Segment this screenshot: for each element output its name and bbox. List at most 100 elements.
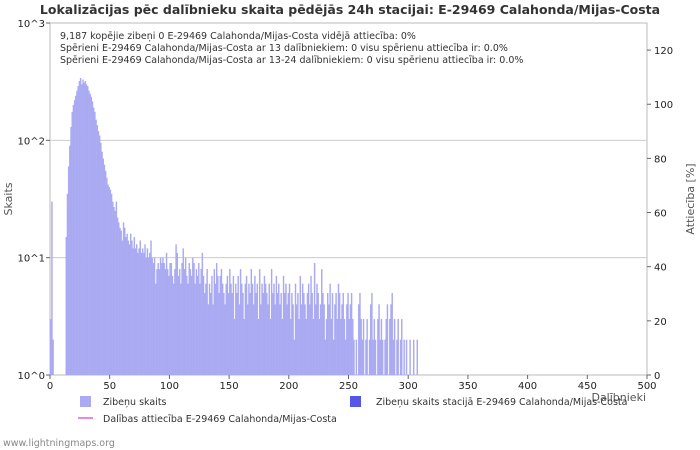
bar — [242, 292, 244, 375]
bar — [94, 111, 96, 376]
bar — [205, 283, 207, 375]
bar — [139, 240, 141, 375]
bar — [279, 304, 281, 375]
y2-tick-label: 0 — [654, 371, 660, 382]
bar — [92, 107, 95, 375]
bar — [69, 145, 71, 375]
bar — [249, 292, 251, 375]
bar — [385, 319, 387, 375]
bar — [227, 292, 230, 375]
bar — [146, 248, 149, 375]
bar — [238, 304, 241, 375]
bar — [362, 319, 365, 375]
bar — [196, 275, 199, 375]
bar — [133, 237, 136, 375]
x-tick-label: 150 — [220, 381, 239, 392]
bar — [247, 304, 249, 375]
bar — [268, 283, 270, 375]
bar — [340, 319, 342, 375]
bar — [113, 207, 115, 375]
legend-label-counts: Zibeņu skaits — [103, 397, 167, 408]
bar — [368, 339, 371, 375]
bar — [347, 292, 349, 375]
bar — [305, 319, 307, 375]
bar — [187, 283, 189, 375]
bar — [359, 292, 361, 375]
bar — [151, 257, 153, 375]
bar — [219, 275, 221, 375]
bar — [416, 339, 419, 375]
legend-label-ratio: Dalības attiecība E-29469 Calahonda/Mija… — [103, 414, 337, 425]
bar — [300, 304, 303, 375]
bar — [180, 283, 182, 375]
bar — [281, 319, 284, 375]
bar — [103, 164, 106, 375]
bar — [171, 275, 174, 375]
bar — [190, 275, 193, 375]
bar — [361, 339, 364, 375]
bar — [344, 339, 347, 375]
bar — [378, 304, 380, 375]
bar — [213, 269, 216, 375]
bar — [306, 292, 309, 375]
bar — [163, 263, 165, 375]
bar — [214, 283, 217, 375]
bar — [52, 339, 54, 375]
y-tick-label: 10^2 — [18, 136, 45, 147]
bar — [121, 240, 124, 375]
bar — [193, 263, 195, 375]
bar — [343, 319, 346, 375]
bar — [143, 252, 145, 375]
bar — [70, 126, 72, 375]
bar — [91, 101, 94, 376]
bar — [372, 339, 374, 375]
bar — [150, 240, 152, 375]
bar — [389, 319, 391, 375]
bar — [374, 339, 377, 375]
bar — [192, 257, 194, 375]
bar — [303, 292, 305, 375]
bar — [310, 275, 312, 375]
bar — [325, 319, 328, 375]
bar — [252, 304, 255, 375]
bar — [399, 339, 402, 375]
bar — [371, 292, 373, 375]
y-axis-label: Skaits — [2, 182, 15, 215]
bar — [276, 292, 279, 375]
bar — [78, 81, 81, 375]
bar — [174, 269, 176, 375]
bar — [366, 319, 368, 375]
y2-axis-ticks: 0 20 40 60 80 100 120 — [647, 46, 673, 382]
bar — [318, 319, 321, 375]
bar — [194, 283, 196, 375]
bar — [208, 283, 211, 375]
bar — [288, 283, 291, 375]
bar — [251, 283, 254, 375]
bar — [327, 292, 329, 375]
bar — [392, 339, 395, 375]
bar — [215, 263, 218, 375]
bar — [386, 304, 389, 375]
bar — [65, 237, 67, 375]
bar — [401, 319, 403, 375]
bar — [311, 292, 313, 375]
bar — [200, 269, 202, 375]
bar — [112, 201, 114, 375]
bar — [107, 184, 109, 375]
bar — [369, 304, 372, 375]
bars — [50, 77, 419, 376]
bar — [135, 244, 138, 375]
bar — [355, 339, 358, 375]
bar — [257, 319, 260, 375]
bar — [236, 292, 238, 375]
bar — [298, 319, 300, 375]
bar — [223, 292, 225, 375]
bar — [126, 233, 128, 375]
bar — [188, 263, 190, 375]
bar — [329, 283, 331, 375]
x-tick-label: 250 — [339, 381, 358, 392]
bar — [225, 283, 227, 375]
bar — [183, 269, 186, 375]
bar — [211, 275, 213, 375]
bar — [184, 257, 187, 375]
